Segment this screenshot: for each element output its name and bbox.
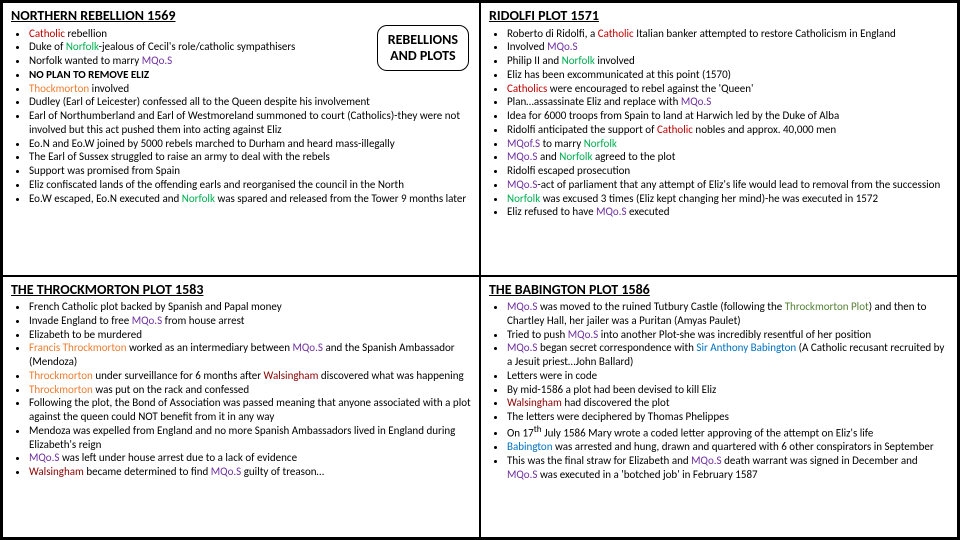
- ridolfi-title: RIDOLFI PLOT 1571: [489, 7, 949, 25]
- list-item: Francis Throckmorton worked as an interm…: [29, 341, 471, 369]
- plots-grid: REBELLIONS AND PLOTS NORTHERN REBELLION …: [0, 0, 960, 540]
- list-item: Eliz refused to have MQo.S executed: [507, 205, 949, 219]
- list-item: On 17th July 1586 Mary wrote a coded let…: [507, 424, 949, 440]
- rebellions-badge: REBELLIONS AND PLOTS: [377, 25, 469, 71]
- list-item: Philip II and Norfolk involved: [507, 54, 949, 68]
- throckmorton-list: French Catholic plot backed by Spanish a…: [11, 300, 471, 479]
- list-item: Involved MQo.S: [507, 40, 949, 54]
- list-item: Thockmorton involved: [29, 82, 471, 96]
- list-item: This was the final straw for Elizabeth a…: [507, 454, 949, 482]
- list-item: MQo.S-act of parliament that any attempt…: [507, 178, 949, 192]
- list-item: Dudley (Earl of Leicester) confessed all…: [29, 95, 471, 109]
- list-item: Eo.N and Eo.W joined by 5000 rebels marc…: [29, 137, 471, 151]
- list-item: Mendoza was expelled from England and no…: [29, 424, 471, 452]
- list-item: Earl of Northumberland and Earl of Westm…: [29, 109, 471, 137]
- list-item: MQo.S was moved to the ruined Tutbury Ca…: [507, 300, 949, 328]
- list-item: Letters were in code: [507, 369, 949, 383]
- list-item: Throckmorton under surveillance for 6 mo…: [29, 369, 471, 383]
- list-item: Eo.W escaped, Eo.N executed and Norfolk …: [29, 192, 471, 206]
- list-item: Walsingham had discovered the plot: [507, 396, 949, 410]
- list-item: MQo.S began secret correspondence with S…: [507, 341, 949, 369]
- list-item: MQo.S was left under house arrest due to…: [29, 451, 471, 465]
- throckmorton-title: THE THROCKMORTON PLOT 1583: [11, 281, 471, 299]
- list-item: Tried to push MQo.S into another Plot-sh…: [507, 328, 949, 342]
- list-item: Ridolfi anticipated the support of Catho…: [507, 123, 949, 137]
- ridolfi-list: Roberto di Ridolfi, a Catholic Italian b…: [489, 27, 949, 220]
- list-item: MQof.S to marry Norfolk: [507, 137, 949, 151]
- ridolfi-plot-cell: RIDOLFI PLOT 1571 Roberto di Ridolfi, a …: [480, 2, 958, 276]
- list-item: Ridolfi escaped prosecution: [507, 164, 949, 178]
- list-item: Following the plot, the Bond of Associat…: [29, 396, 471, 424]
- badge-line2: AND PLOTS: [390, 47, 455, 64]
- throckmorton-plot-cell: THE THROCKMORTON PLOT 1583 French Cathol…: [2, 276, 480, 538]
- babington-plot-cell: THE BABINGTON PLOT 1586 MQo.S was moved …: [480, 276, 958, 538]
- northern-rebellion-cell: REBELLIONS AND PLOTS NORTHERN REBELLION …: [2, 2, 480, 276]
- babington-title: THE BABINGTON PLOT 1586: [489, 281, 949, 299]
- list-item: Idea for 6000 troops from Spain to land …: [507, 109, 949, 123]
- northern-title: NORTHERN REBELLION 1569: [11, 7, 471, 25]
- list-item: Norfolk was excused 3 times (Eliz kept c…: [507, 192, 949, 206]
- list-item: Elizabeth to be murdered: [29, 328, 471, 342]
- list-item: Babington was arrested and hung, drawn a…: [507, 440, 949, 454]
- badge-line1: REBELLIONS: [388, 31, 458, 48]
- list-item: French Catholic plot backed by Spanish a…: [29, 300, 471, 314]
- list-item: The Earl of Sussex struggled to raise an…: [29, 150, 471, 164]
- list-item: Support was promised from Spain: [29, 164, 471, 178]
- list-item: Invade England to free MQo.S from house …: [29, 314, 471, 328]
- list-item: Plan…assassinate Eliz and replace with M…: [507, 95, 949, 109]
- list-item: Catholics were encouraged to rebel again…: [507, 82, 949, 96]
- list-item: The letters were deciphered by Thomas Ph…: [507, 410, 949, 424]
- list-item: MQo.S and Norfolk agreed to the plot: [507, 150, 949, 164]
- list-item: Eliz has been excommunicated at this poi…: [507, 68, 949, 82]
- list-item: By mid-1586 a plot had been devised to k…: [507, 383, 949, 397]
- babington-list: MQo.S was moved to the ruined Tutbury Ca…: [489, 300, 949, 481]
- list-item: Walsingham became determined to find MQo…: [29, 465, 471, 479]
- list-item: Throckmorton was put on the rack and con…: [29, 383, 471, 397]
- list-item: Eliz confiscated lands of the offending …: [29, 178, 471, 192]
- list-item: Roberto di Ridolfi, a Catholic Italian b…: [507, 27, 949, 41]
